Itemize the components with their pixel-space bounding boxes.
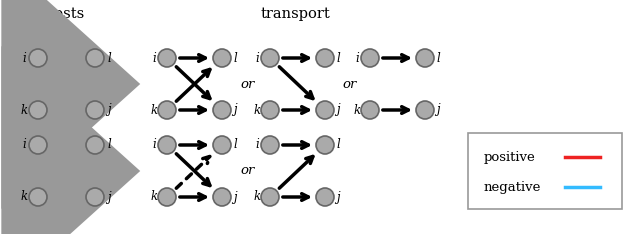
Text: or: or	[241, 77, 255, 91]
Circle shape	[86, 101, 104, 119]
Circle shape	[316, 49, 334, 67]
Circle shape	[361, 101, 379, 119]
Circle shape	[416, 49, 434, 67]
Text: i: i	[255, 139, 259, 151]
Circle shape	[316, 136, 334, 154]
Text: j: j	[336, 103, 340, 117]
Text: or: or	[343, 77, 357, 91]
Text: j: j	[233, 103, 237, 117]
Circle shape	[213, 101, 231, 119]
Circle shape	[158, 188, 176, 206]
Circle shape	[29, 101, 47, 119]
Text: positive: positive	[484, 150, 536, 164]
Text: k: k	[253, 103, 260, 117]
Text: i: i	[22, 51, 26, 65]
Text: l: l	[107, 139, 111, 151]
Circle shape	[86, 136, 104, 154]
Text: l: l	[233, 139, 237, 151]
Circle shape	[416, 101, 434, 119]
Circle shape	[361, 49, 379, 67]
Circle shape	[213, 136, 231, 154]
Text: l: l	[107, 51, 111, 65]
Text: k: k	[253, 190, 260, 204]
Circle shape	[261, 101, 279, 119]
Text: transport: transport	[260, 7, 330, 21]
Text: i: i	[22, 139, 26, 151]
Text: i: i	[255, 51, 259, 65]
Text: k: k	[353, 103, 360, 117]
Circle shape	[29, 188, 47, 206]
Text: i: i	[152, 139, 156, 151]
Text: negative: negative	[484, 180, 541, 194]
Text: or: or	[241, 165, 255, 178]
Circle shape	[86, 49, 104, 67]
Text: i: i	[152, 51, 156, 65]
FancyBboxPatch shape	[468, 133, 622, 209]
Text: j: j	[436, 103, 440, 117]
Circle shape	[261, 188, 279, 206]
Circle shape	[158, 136, 176, 154]
Text: l: l	[336, 139, 340, 151]
Text: i: i	[355, 51, 359, 65]
Text: costs: costs	[46, 7, 84, 21]
Circle shape	[29, 136, 47, 154]
Text: j: j	[107, 103, 111, 117]
Text: k: k	[20, 190, 28, 204]
Text: k: k	[20, 103, 28, 117]
Text: l: l	[436, 51, 440, 65]
Circle shape	[261, 136, 279, 154]
Circle shape	[213, 49, 231, 67]
Circle shape	[29, 49, 47, 67]
Circle shape	[261, 49, 279, 67]
Text: l: l	[336, 51, 340, 65]
Text: j: j	[107, 190, 111, 204]
Text: l: l	[233, 51, 237, 65]
Circle shape	[316, 188, 334, 206]
Circle shape	[213, 188, 231, 206]
Circle shape	[316, 101, 334, 119]
Text: k: k	[150, 190, 157, 204]
Circle shape	[158, 49, 176, 67]
Circle shape	[158, 101, 176, 119]
Circle shape	[86, 188, 104, 206]
Text: j: j	[336, 190, 340, 204]
Text: j: j	[233, 190, 237, 204]
Text: k: k	[150, 103, 157, 117]
